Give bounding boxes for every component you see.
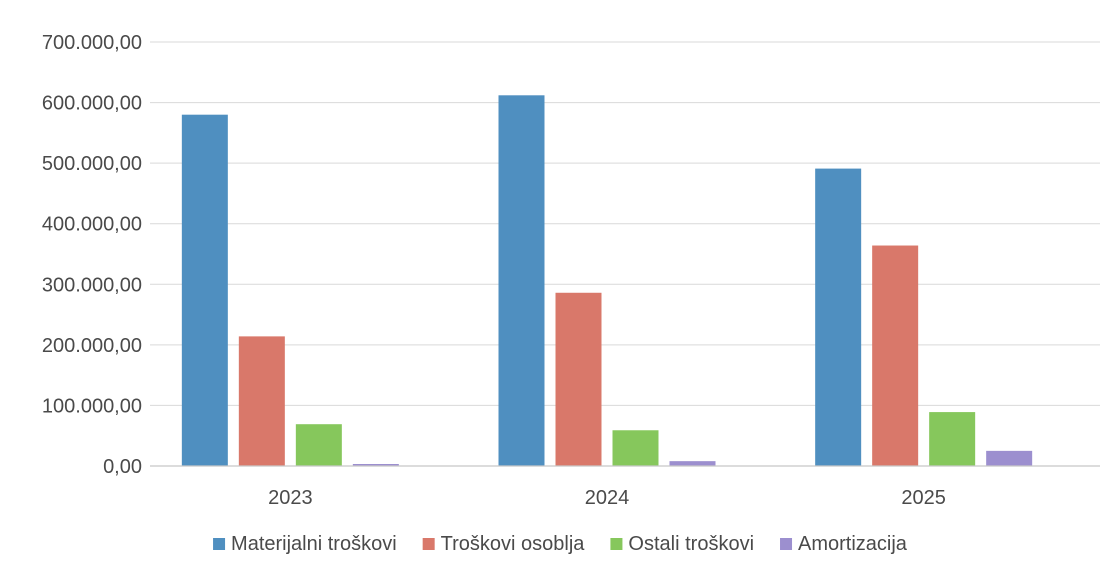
x-axis: 2023 2024 2025 [150,465,1100,509]
bar-ostali-tro-kovi-2024 [612,430,659,466]
bar-ostali-tro-kovi-2023 [295,424,342,466]
legend-swatch [610,538,623,550]
legend-swatch [780,538,793,550]
legend-item: Materijalni troškovi [213,533,397,555]
gridlines [150,41,1100,406]
legend-label: Ostali troškovi [628,533,754,555]
bar-materijalni-tro-kovi-2024 [498,95,545,466]
bar-tro-kovi-osoblja-2024 [555,292,602,466]
y-tick-label: 200.000,00 [42,335,142,357]
bars [181,95,1033,466]
bar-materijalni-tro-kovi-2023 [181,114,228,466]
y-axis-tick-labels: 0,00 100.000,00 200.000,00 300.000,00 400.00… [42,32,142,478]
bar-amortizacija-2025 [986,450,1033,466]
x-tick-label: 2024 [585,487,630,509]
legend-label: Troškovi osoblja [441,533,586,555]
y-tick-label: 0,00 [103,456,142,478]
x-tick-label: 2023 [268,487,313,509]
bar-tro-kovi-osoblja-2023 [238,336,285,466]
bar-tro-kovi-osoblja-2025 [872,245,919,466]
legend-label: Amortizacija [798,533,908,555]
legend-swatch [422,538,435,550]
legend-label: Materijalni troškovi [231,533,397,555]
bar-materijalni-tro-kovi-2025 [815,168,862,466]
y-tick-label: 100.000,00 [42,395,142,417]
legend-item: Troškovi osoblja [422,533,586,555]
bar-ostali-tro-kovi-2025 [929,412,976,466]
legend-swatch [213,538,226,550]
bar-amortizacija-2023 [352,464,399,466]
y-tick-label: 400.000,00 [42,214,142,236]
legend-item: Ostali troškovi [610,533,754,555]
y-tick-label: 300.000,00 [42,274,142,296]
legend-item: Amortizacija [780,533,908,555]
bar-amortizacija-2024 [669,461,716,466]
y-tick-label: 700.000,00 [42,32,142,54]
y-tick-label: 600.000,00 [42,93,142,115]
y-tick-label: 500.000,00 [42,153,142,175]
legend: Materijalni troškovi Troškovi osoblja Osta… [213,533,908,555]
x-tick-label: 2025 [901,487,946,509]
